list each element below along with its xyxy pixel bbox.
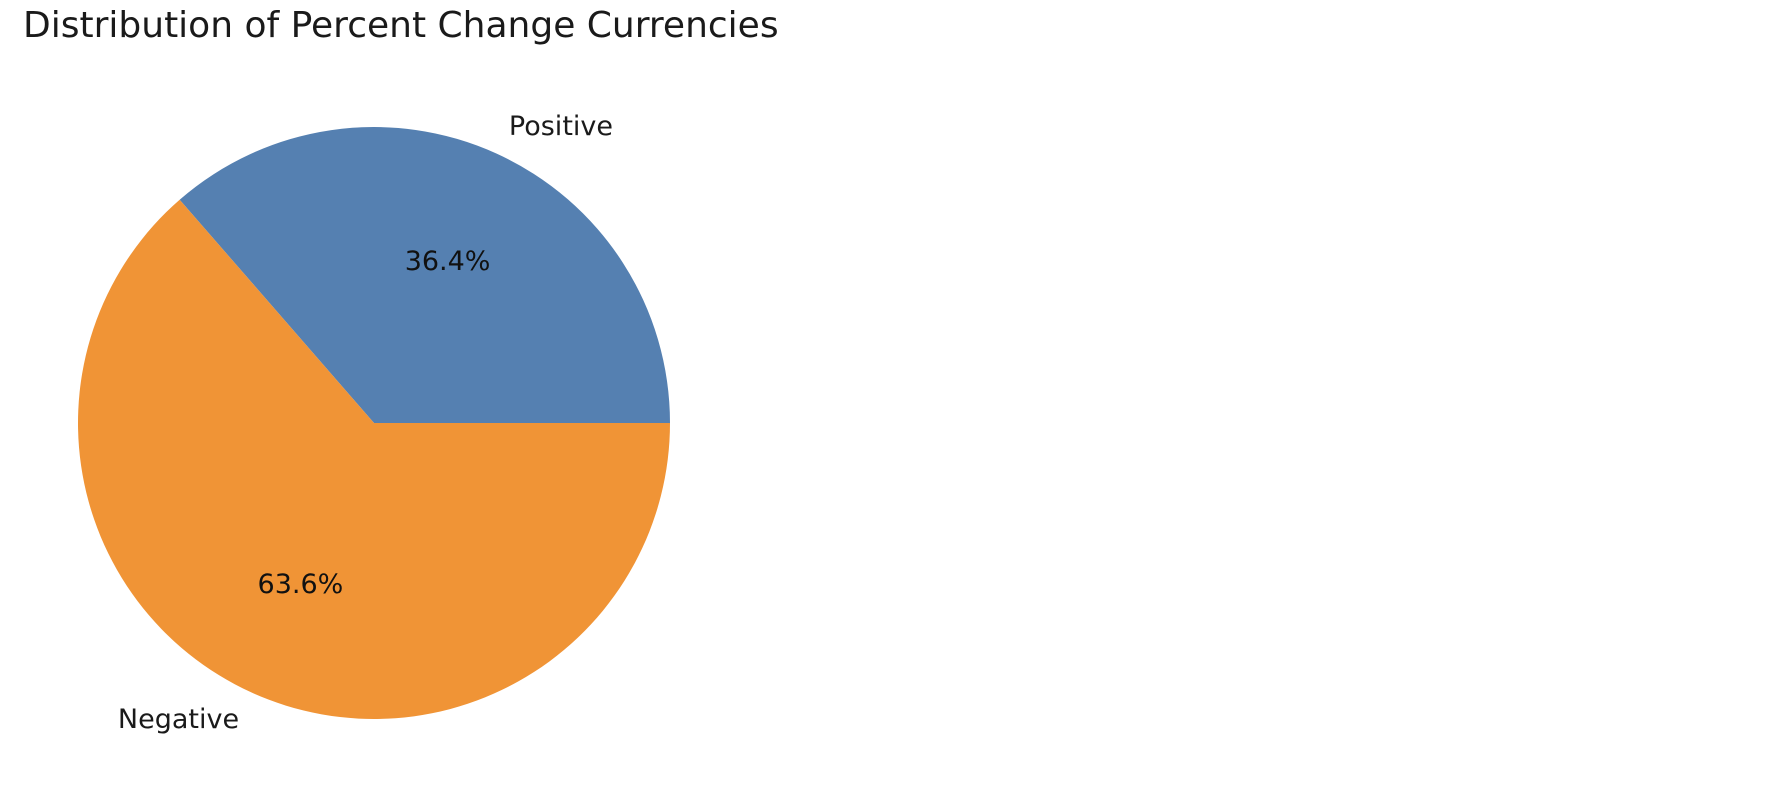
pie-labels: Positive 36.4% Negative 63.6% [118, 111, 613, 735]
slice-percent-positive: 36.4% [405, 246, 491, 277]
pie-slice-negative [78, 199, 671, 720]
pie-slice-positive [179, 127, 670, 423]
chart-title: Distribution of Percent Change Currencie… [23, 5, 779, 46]
slice-percent-negative: 63.6% [258, 569, 344, 600]
pie-slices [78, 127, 671, 720]
slice-label-positive: Positive [509, 111, 613, 142]
slice-label-negative: Negative [118, 704, 239, 735]
